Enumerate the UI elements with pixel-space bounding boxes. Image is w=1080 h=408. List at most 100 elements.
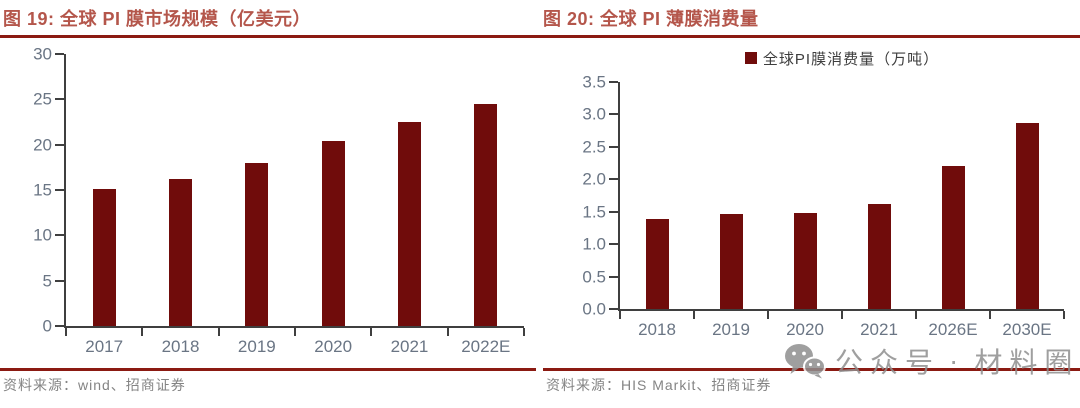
x-tick-mark bbox=[217, 328, 220, 336]
chart-body: 30 25 20 15 10 5 0 bbox=[0, 46, 540, 336]
y-tick-label: 10 bbox=[33, 225, 52, 245]
x-axis-labels: 2017 2018 2019 2020 2021 2022E bbox=[66, 337, 524, 357]
bar-slot bbox=[448, 54, 524, 326]
bar-slot bbox=[842, 82, 916, 309]
y-tick-mark bbox=[609, 275, 618, 278]
y-axis: 30 25 20 15 10 5 0 bbox=[0, 46, 64, 335]
x-tick-label: 2019 bbox=[712, 320, 750, 339]
watermark-separator: · bbox=[949, 345, 966, 376]
chart-legend: 全球PI膜消费量（万吨） bbox=[620, 48, 1064, 68]
bar-slot bbox=[66, 54, 142, 326]
watermark-text-prefix: 公众号 bbox=[835, 347, 941, 378]
bar-2026E bbox=[941, 165, 965, 309]
y-tick-label: 2.0 bbox=[582, 169, 606, 189]
figure-20-title: 图 20: 全球 PI 薄膜消费量 bbox=[540, 0, 1080, 38]
bar-2020 bbox=[321, 141, 345, 326]
bar-slot bbox=[219, 54, 295, 326]
x-tick-label: 2026E bbox=[928, 320, 978, 339]
y-tick-mark bbox=[55, 234, 64, 237]
watermark-text-suffix: 材料圈 bbox=[974, 347, 1080, 378]
x-tick-label: 2017 bbox=[85, 337, 124, 356]
legend-swatch bbox=[744, 52, 757, 64]
x-tick-label: 2021 bbox=[860, 320, 898, 339]
plot-area bbox=[55, 53, 525, 336]
legend-label: 全球PI膜消费量（万吨） bbox=[762, 50, 940, 68]
x-tick-mark bbox=[141, 328, 144, 336]
y-tick-label: 20 bbox=[33, 135, 52, 155]
x-tick-mark bbox=[914, 311, 917, 319]
bar-2019 bbox=[245, 162, 269, 326]
y-tick-mark bbox=[55, 279, 64, 282]
bar-2019 bbox=[719, 214, 743, 309]
bar-slot bbox=[371, 54, 447, 326]
bar-2030E bbox=[1015, 122, 1039, 309]
x-tick-mark bbox=[370, 328, 373, 336]
x-axis-labels: 2018 2019 2020 2021 2026E 2030E bbox=[620, 320, 1064, 340]
x-tick-mark bbox=[692, 311, 695, 319]
bar-2018 bbox=[645, 218, 669, 309]
figure-19-footer: 资料来源：wind、招商证券 bbox=[0, 368, 536, 395]
x-tick-label: 2030E bbox=[1002, 320, 1052, 339]
x-tick-label: 2022E bbox=[461, 337, 511, 356]
bar-slot bbox=[295, 54, 371, 326]
bar-slot bbox=[694, 82, 768, 309]
plot-area bbox=[609, 81, 1065, 319]
x-tick-label: 2019 bbox=[237, 337, 276, 356]
x-tick-mark bbox=[766, 311, 769, 319]
y-tick-mark bbox=[55, 189, 64, 191]
figure-19-chart: 30 25 20 15 10 5 0 2017 2018 2019 2020 2021 2022E bbox=[0, 46, 540, 357]
y-tick-mark bbox=[609, 210, 618, 213]
bar-slot bbox=[990, 82, 1064, 309]
x-tick-mark bbox=[294, 328, 296, 336]
bar-2018 bbox=[168, 179, 192, 326]
figure-20-chart: 3.5 3.0 2.5 2.0 1.5 1.0 0.5 0.0 2018 2019 2020 202… bbox=[540, 74, 1080, 340]
y-tick-label: 3.0 bbox=[582, 104, 606, 124]
x-tick-mark bbox=[1063, 311, 1065, 319]
y-axis: 3.5 3.0 2.5 2.0 1.5 1.0 0.5 0.0 bbox=[540, 74, 618, 318]
x-tick-label: 2018 bbox=[161, 337, 200, 356]
figure-20-panel: 图 20: 全球 PI 薄膜消费量 全球PI膜消费量（万吨） 3.5 3.0 2.5… bbox=[540, 0, 1080, 408]
wechat-icon bbox=[785, 344, 826, 379]
x-tick-mark bbox=[65, 328, 67, 336]
y-tick-label: 3.5 bbox=[582, 72, 606, 92]
bar-2022E bbox=[474, 103, 498, 326]
separator-rule bbox=[0, 368, 536, 371]
figure-19-title: 图 19: 全球 PI 膜市场规模（亿美元） bbox=[0, 0, 540, 38]
source-text: 资料来源：HIS Markit、招商证券 bbox=[546, 377, 772, 393]
bar-2020 bbox=[793, 213, 817, 309]
source-text: 资料来源：wind、招商证券 bbox=[3, 377, 186, 393]
bar-2017 bbox=[92, 189, 116, 326]
chart-body: 3.5 3.0 2.5 2.0 1.5 1.0 0.5 0.0 bbox=[540, 74, 1080, 319]
x-tick-mark bbox=[989, 311, 991, 319]
bar-slot bbox=[916, 82, 990, 309]
y-tick-mark bbox=[609, 113, 618, 116]
y-tick-mark bbox=[609, 178, 618, 181]
figure-19-panel: 图 19: 全球 PI 膜市场规模（亿美元） 30 25 20 15 10 5 0 2017… bbox=[0, 0, 540, 395]
x-tick-label: 2021 bbox=[390, 337, 429, 356]
y-tick-mark bbox=[609, 81, 618, 83]
watermark: 公众号 · 材料圈 bbox=[784, 341, 1079, 381]
y-tick-mark bbox=[609, 308, 618, 310]
x-tick-mark bbox=[841, 311, 843, 319]
y-tick-label: 2.5 bbox=[582, 137, 606, 157]
y-tick-label: 0.5 bbox=[582, 267, 606, 287]
bar-slot bbox=[768, 82, 842, 309]
x-tick-label: 2020 bbox=[314, 337, 353, 356]
x-tick-label: 2020 bbox=[786, 320, 824, 339]
y-tick-label: 0 bbox=[42, 316, 52, 336]
y-tick-label: 30 bbox=[33, 44, 52, 64]
y-tick-label: 15 bbox=[33, 180, 52, 200]
bar-slot bbox=[142, 54, 218, 326]
bar-2021 bbox=[867, 203, 891, 309]
y-tick-mark bbox=[55, 325, 64, 327]
y-tick-mark bbox=[55, 53, 64, 55]
x-tick-mark bbox=[446, 328, 449, 336]
y-tick-mark bbox=[609, 145, 618, 148]
y-tick-label: 1.5 bbox=[582, 202, 606, 222]
y-tick-label: 5 bbox=[42, 271, 52, 291]
y-tick-mark bbox=[55, 143, 64, 146]
bar-2021 bbox=[397, 122, 421, 326]
y-tick-label: 1.0 bbox=[582, 234, 606, 254]
x-tick-mark bbox=[619, 311, 621, 319]
